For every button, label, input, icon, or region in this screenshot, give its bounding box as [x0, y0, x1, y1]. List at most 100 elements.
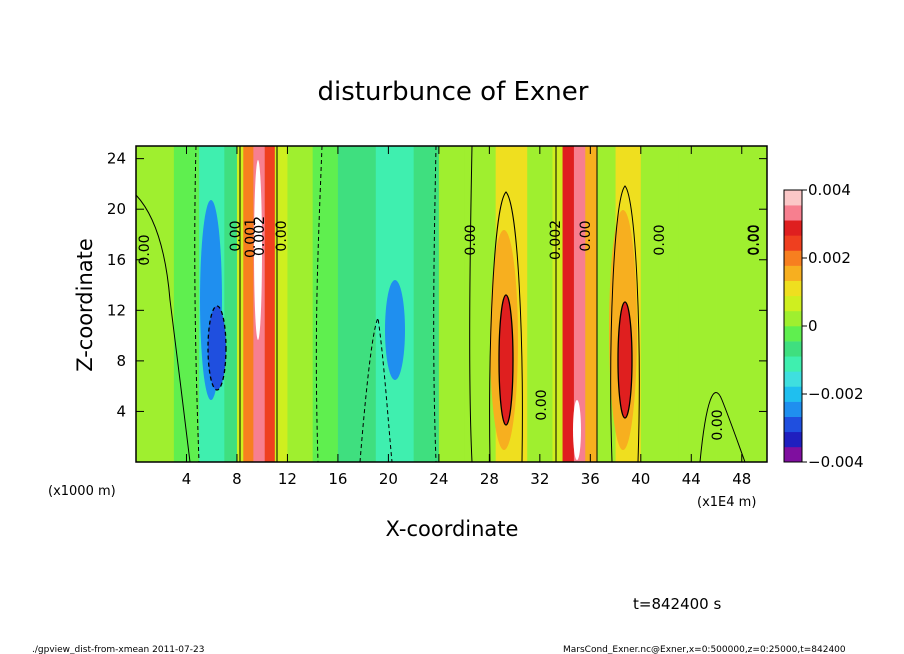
low-core-contour [207, 305, 227, 391]
contour-line [489, 191, 523, 463]
low-pocket [385, 280, 405, 380]
contour-line [610, 185, 640, 463]
x-tick-label: 16 [328, 470, 347, 488]
x-tick-label: 36 [581, 470, 600, 488]
heatmap-band [287, 146, 314, 462]
colorbar-tick-label: 0 [808, 317, 818, 335]
y-tick-label: 20 [107, 200, 126, 218]
colorbar-tick-label: 0.002 [808, 249, 851, 267]
high-core-contour [617, 301, 633, 419]
contour-line [359, 316, 393, 463]
heatmap-band [413, 146, 440, 462]
contour-label: 0.002 [252, 216, 268, 256]
colorbar-segment [784, 295, 802, 312]
heatmap-band [136, 146, 175, 462]
heatmap-band [274, 146, 288, 462]
x-tick-label: 4 [182, 470, 192, 488]
colorbar-segment [784, 326, 802, 342]
x-tick-label: 40 [631, 470, 650, 488]
contour-label: 0.00 [578, 220, 594, 251]
high-core-contour [498, 294, 514, 426]
y-tick-label: 4 [116, 402, 126, 420]
footer-left: ./gpview_dist-from-xmean 2011-07-23 [32, 645, 204, 654]
heatmap-band [640, 146, 680, 462]
time-stamp: t=842400 s [633, 595, 721, 613]
x-unit-left: (x1000 m) [48, 484, 116, 499]
colorbar-segment [784, 386, 802, 402]
y-axis: 4 8 12 16 20 24 [107, 150, 767, 420]
heatmap-band [438, 146, 465, 462]
y-axis-label: Z-coordinate [73, 238, 97, 372]
x-unit-right: (x1E4 m) [697, 495, 756, 510]
colorbar-segment [784, 220, 802, 236]
y-tick-label: 24 [107, 150, 126, 168]
contour-line [135, 194, 191, 463]
heatmap-band [224, 146, 238, 462]
heatmap-band [552, 146, 563, 462]
heatmap-band [173, 146, 200, 462]
colorbar-segment [784, 310, 802, 327]
x-axis-label: X-coordinate [386, 517, 519, 541]
colorbar-segment [784, 190, 802, 206]
colorbar-tick-label: −0.002 [808, 385, 864, 403]
x-tick-label: 8 [232, 470, 242, 488]
x-tick-label: 48 [732, 470, 751, 488]
colorbar-segment [784, 250, 802, 266]
contour-label: 0.00 [274, 220, 290, 251]
colorbar-segment [784, 235, 802, 251]
contour-label: 0.00 [137, 234, 153, 265]
x-tick-label: 12 [278, 470, 297, 488]
contour-line [433, 145, 437, 463]
heatmap-band [585, 146, 598, 462]
footer-right: MarsCond_Exner.nc@Exner,x=0:500000,z=0:2… [563, 645, 846, 654]
colorbar-segment [784, 341, 802, 357]
colorbar-segment [784, 416, 802, 433]
peak-core [254, 160, 262, 340]
contour-label: 0.00 [463, 224, 479, 255]
colorbar-segment [784, 356, 802, 372]
heatmap-band [678, 146, 717, 462]
y-tick-label: 8 [116, 352, 126, 370]
chart-title: disturbunce of Exner [318, 77, 589, 107]
peak-core [573, 400, 581, 460]
contour-line [469, 145, 473, 463]
colorbar-tick-label: −0.004 [808, 453, 864, 471]
contour-line [699, 392, 746, 463]
contour-line [194, 145, 200, 463]
x-axis: 4 8 12 16 20 24 28 32 36 40 44 48 [182, 146, 751, 488]
colorbar-segment [784, 205, 802, 221]
colorbar: 0.004 0.002 0 −0.002 −0.004 [783, 181, 864, 471]
colorbar-segment [784, 446, 802, 463]
heatmap-band [573, 146, 586, 462]
colorbar-segment [784, 401, 802, 417]
contour-label: 0.00 [710, 409, 726, 440]
contour-label: 0.00 [652, 224, 668, 255]
colorbar-tick-label: 0.004 [808, 181, 851, 199]
y-tick-label: 16 [107, 251, 126, 269]
contour-label: 0.00 [747, 224, 763, 255]
contour-label: 0.002 [548, 220, 564, 260]
heatmap-band [562, 146, 575, 462]
heatmap-band [243, 146, 254, 462]
contour-line [315, 145, 323, 463]
heatmap-band [264, 146, 276, 462]
x-tick-label: 32 [530, 470, 549, 488]
contour-label: 0.00 [228, 220, 244, 251]
colorbar-segment [784, 265, 802, 281]
heatmap-band [337, 146, 377, 462]
heatmap-bands [136, 146, 768, 462]
y-tick-label: 12 [107, 301, 126, 319]
contour-label: 0.00 [746, 224, 762, 255]
x-tick-label: 44 [682, 470, 701, 488]
heatmap-band [527, 146, 553, 462]
x-tick-label: 24 [429, 470, 448, 488]
colorbar-segment [784, 431, 802, 448]
colorbar-segment [784, 371, 802, 387]
heatmap-band [716, 146, 768, 462]
x-tick-label: 28 [480, 470, 499, 488]
plot-frame [135, 145, 768, 463]
heatmap-band [312, 146, 339, 462]
